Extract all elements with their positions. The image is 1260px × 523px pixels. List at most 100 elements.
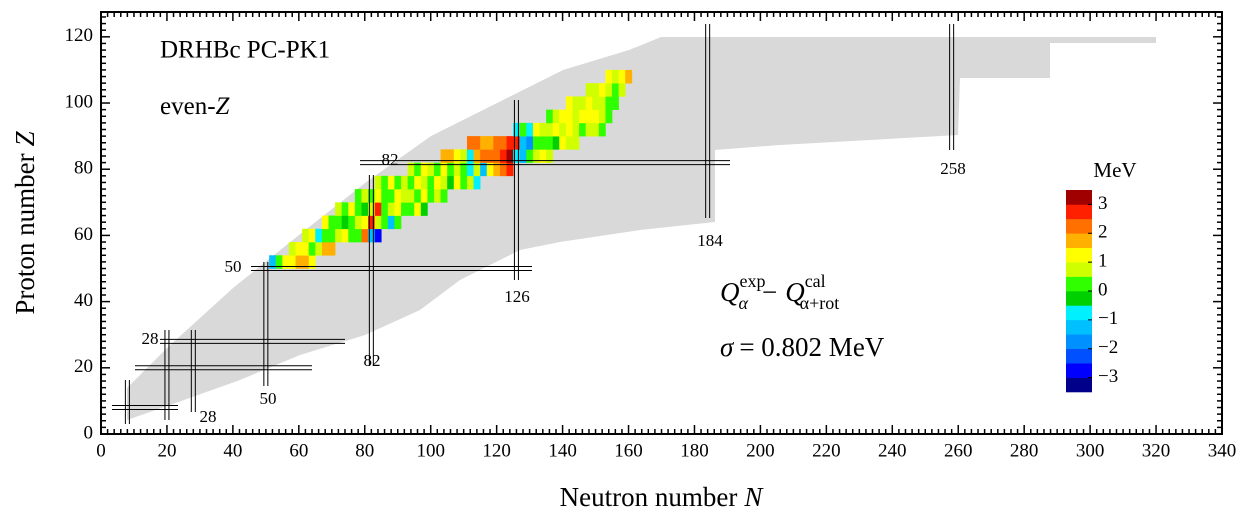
cell — [565, 122, 573, 137]
cell — [499, 136, 507, 150]
cell — [486, 162, 494, 177]
cell — [565, 109, 573, 124]
cell — [295, 242, 303, 256]
cell — [321, 242, 329, 256]
annotation-subset: even-Z — [160, 93, 231, 120]
cell — [546, 122, 553, 137]
cell — [453, 149, 461, 163]
x-tick-label: 260 — [944, 440, 973, 461]
cell — [480, 136, 488, 150]
cell — [526, 149, 534, 163]
cell — [354, 189, 362, 203]
nuclear-landscape — [127, 37, 1156, 420]
cell — [374, 228, 382, 243]
cell — [315, 242, 323, 256]
cell — [335, 215, 342, 230]
magic-label: 258 — [940, 159, 966, 178]
cell — [605, 96, 613, 110]
cell — [447, 162, 455, 177]
cell — [341, 228, 349, 243]
colorbar-swatch — [1066, 247, 1092, 263]
cell — [381, 175, 389, 190]
cell — [288, 242, 296, 256]
cell — [407, 202, 415, 216]
colorbar-tick-label: −1 — [1098, 308, 1118, 329]
x-tick-label: 180 — [680, 440, 709, 461]
cell — [308, 242, 316, 256]
cell — [618, 83, 626, 97]
magic-label: 50 — [260, 389, 277, 408]
cell — [493, 136, 501, 150]
cell — [328, 215, 336, 230]
cell — [440, 149, 448, 163]
cell — [348, 228, 356, 243]
colorbar-swatch — [1066, 348, 1092, 364]
cell — [605, 69, 613, 84]
x-axis-label: Neutron number N — [560, 482, 765, 512]
cell — [407, 189, 415, 203]
cell — [401, 189, 408, 203]
cell — [354, 215, 362, 230]
cell — [493, 162, 501, 177]
cell — [473, 149, 481, 163]
cell — [427, 175, 435, 190]
sigma-value: = 0.802 MeV — [739, 332, 884, 362]
cell — [480, 162, 488, 177]
colorbar-swatch — [1066, 334, 1092, 350]
cell — [579, 109, 586, 124]
cell — [612, 96, 619, 110]
cell — [546, 136, 553, 150]
y-tick-label: 40 — [74, 290, 93, 311]
x-tick-label: 20 — [157, 440, 176, 461]
cell — [486, 149, 494, 163]
cell — [585, 122, 593, 137]
cell — [552, 136, 560, 150]
y-tick-label: 120 — [65, 25, 94, 46]
cell — [440, 162, 448, 177]
cell — [341, 215, 349, 230]
cell — [532, 149, 540, 163]
cell — [598, 122, 606, 137]
cell — [493, 149, 501, 163]
colorbar-swatch — [1066, 262, 1092, 277]
cell — [348, 215, 356, 230]
x-tick-label: 200 — [746, 440, 775, 461]
magic-label: 82 — [382, 150, 399, 169]
cell — [513, 149, 521, 163]
cell — [480, 149, 488, 163]
cell — [295, 255, 303, 269]
colorbar-tick-label: 2 — [1098, 222, 1108, 243]
x-label-symbol: N — [743, 482, 764, 512]
cell — [335, 202, 342, 216]
y-tick-label: 0 — [84, 422, 94, 443]
formula-operator: − — [762, 277, 777, 307]
formula-symbol: Q — [785, 277, 805, 307]
cell — [420, 202, 428, 216]
magic-label: 50 — [225, 257, 242, 276]
cell — [519, 136, 527, 150]
cell — [592, 109, 600, 124]
cell — [585, 96, 593, 110]
cell — [592, 83, 600, 97]
cell — [506, 162, 514, 177]
colorbar-tick-label: −2 — [1098, 337, 1118, 358]
cell — [526, 136, 534, 150]
cell — [381, 189, 389, 203]
cell — [275, 255, 283, 269]
cell — [407, 162, 415, 177]
magic-label: 82 — [364, 351, 381, 370]
x-tick-label: 60 — [289, 440, 308, 461]
cell — [407, 175, 415, 190]
colorbar-swatch — [1066, 305, 1092, 321]
y-label-text: Proton number — [10, 153, 40, 314]
cell — [374, 202, 382, 216]
cell — [361, 189, 369, 203]
cell — [302, 242, 310, 256]
sigma: σ = 0.802 MeV — [720, 332, 885, 362]
cell — [414, 175, 422, 190]
cell — [466, 136, 474, 150]
cell — [559, 109, 567, 124]
formula-sub: α+rot — [800, 293, 840, 313]
y-tick-label: 20 — [74, 356, 93, 377]
